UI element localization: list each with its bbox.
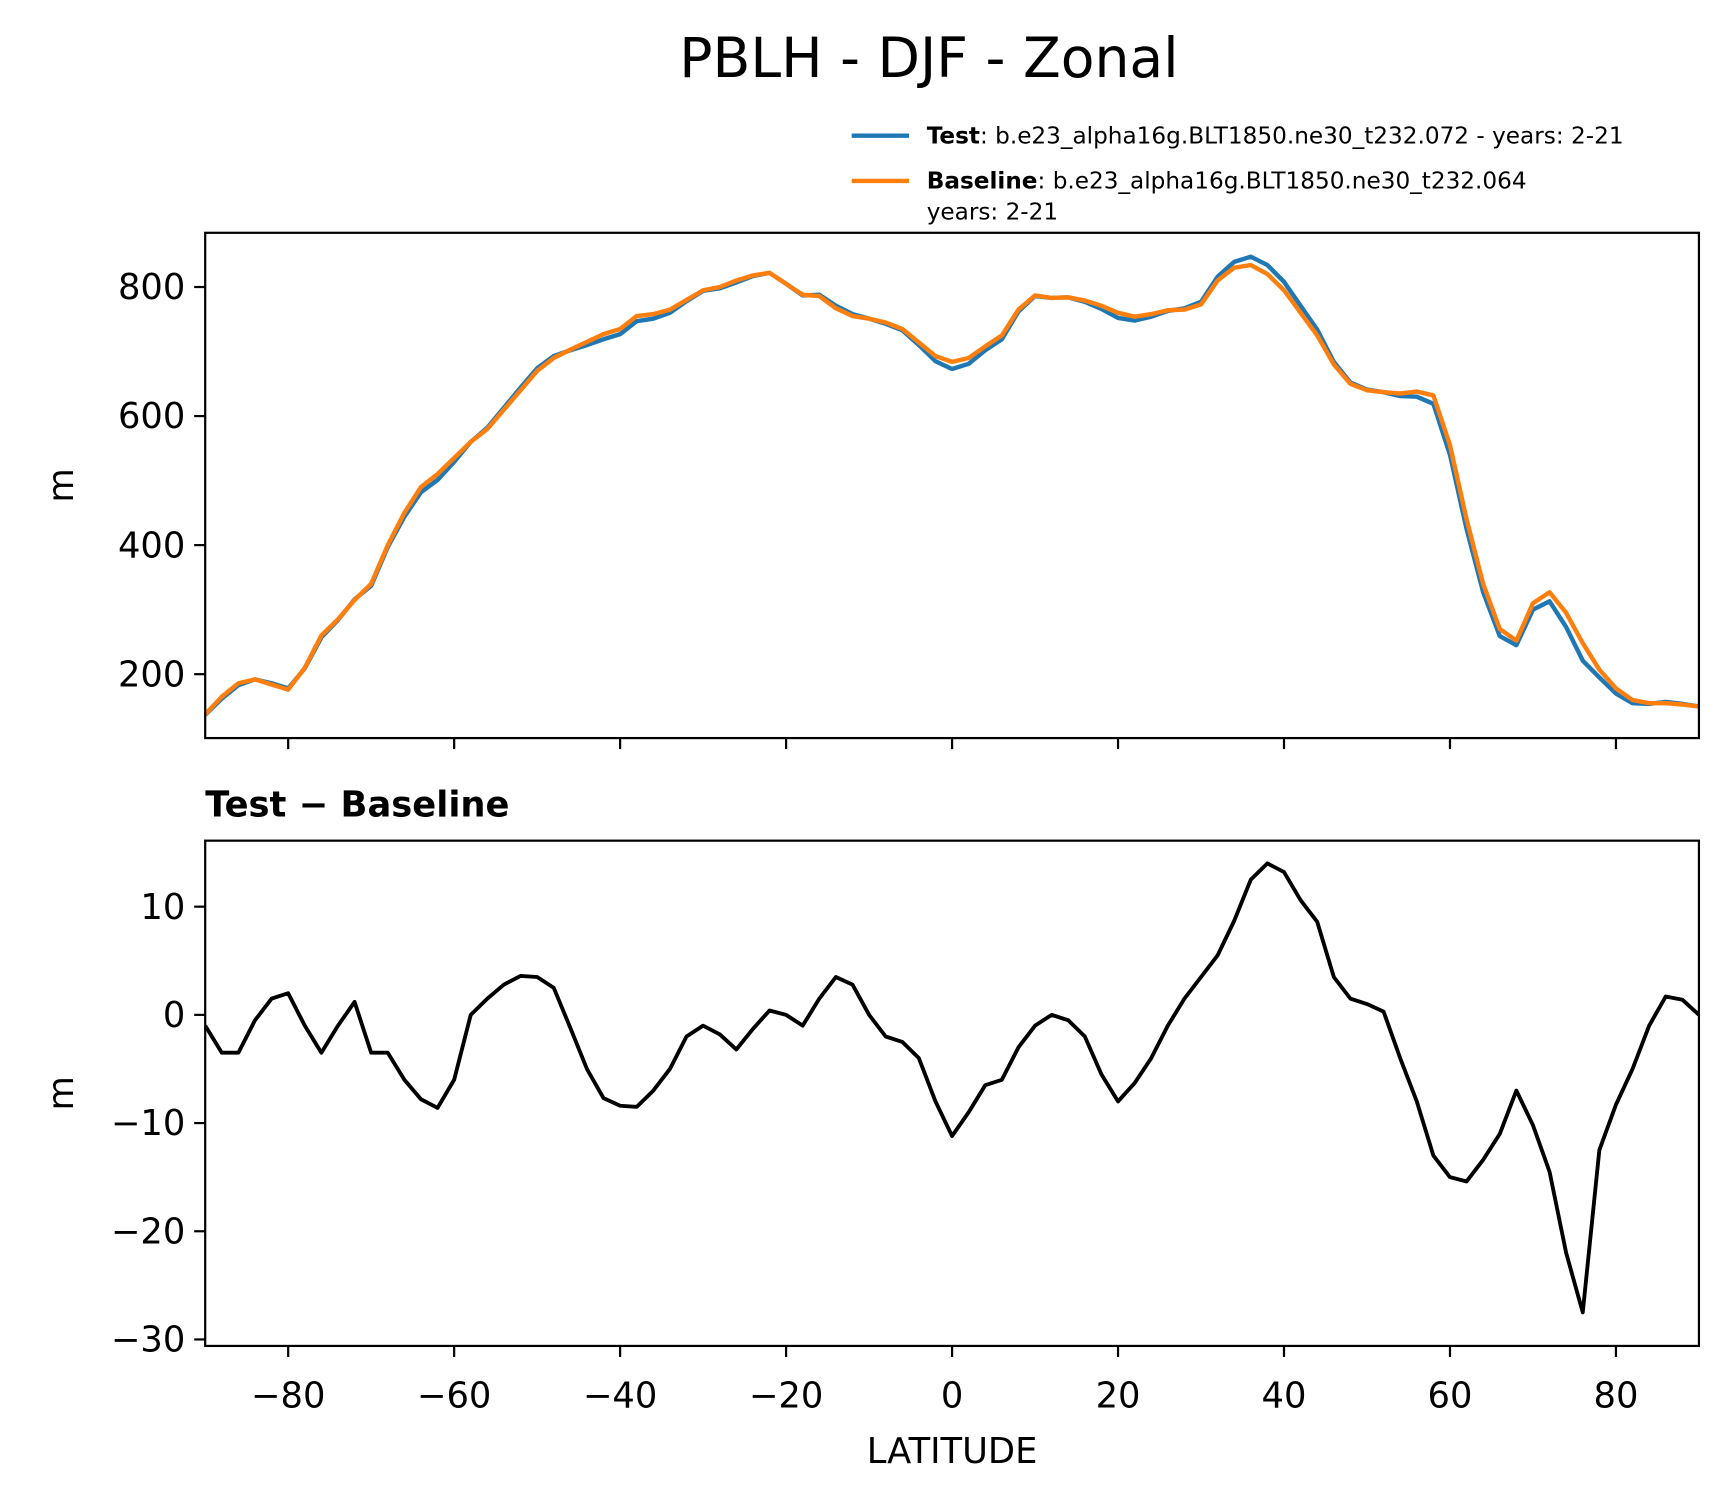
x-tick-label: 80	[1593, 1376, 1638, 1417]
legend-description: years: 2-21	[927, 200, 1058, 226]
y-axis-label: m	[41, 468, 82, 502]
y-axis-label: m	[41, 1076, 82, 1110]
legend-description: : b.e23_alpha16g.BLT1850.ne30_t232.064	[1038, 169, 1527, 195]
legend-label: years: 2-21	[927, 200, 1058, 226]
y-tick-label: −30	[111, 1320, 186, 1361]
axes-frame	[204, 839, 1701, 1348]
x-tick-label: −80	[251, 1376, 325, 1417]
y-tick-label: −20	[111, 1211, 186, 1252]
figure-title: PBLH - DJF - Zonal	[679, 27, 1178, 91]
y-tick-label: 600	[118, 396, 185, 437]
x-tick-label: 60	[1428, 1376, 1473, 1417]
legend-label: Test: b.e23_alpha16g.BLT1850.ne30_t232.0…	[927, 123, 1624, 149]
y-tick-label: 200	[118, 654, 185, 695]
legend-name: Baseline	[927, 169, 1038, 195]
legend-name: Test	[927, 123, 980, 149]
y-tick-label: 800	[118, 267, 185, 308]
x-tick-label: 20	[1096, 1376, 1141, 1417]
x-axis-label: LATITUDE	[867, 1431, 1038, 1472]
y-tick-label: −10	[111, 1103, 186, 1144]
x-tick-label: 0	[941, 1376, 963, 1417]
x-tick-label: −60	[417, 1376, 492, 1417]
plot-area	[205, 861, 1699, 1315]
y-tick-label: 0	[163, 995, 185, 1036]
data-line	[205, 262, 1699, 716]
axes-title: Test − Baseline	[205, 784, 509, 825]
y-tick-label: 400	[118, 525, 185, 566]
legend-description: : b.e23_alpha16g.BLT1850.ne30_t232.072 -…	[980, 123, 1624, 149]
y-tick-label: 10	[140, 887, 185, 928]
plot-area	[205, 254, 1699, 717]
x-tick-label: 40	[1262, 1376, 1307, 1417]
x-tick-label: −20	[749, 1376, 824, 1417]
x-tick-label: −40	[583, 1376, 658, 1417]
axes-frame	[204, 231, 1701, 740]
data-line	[205, 861, 1699, 1315]
legend-label: Baseline: b.e23_alpha16g.BLT1850.ne30_t2…	[927, 169, 1527, 195]
data-line	[205, 254, 1699, 717]
